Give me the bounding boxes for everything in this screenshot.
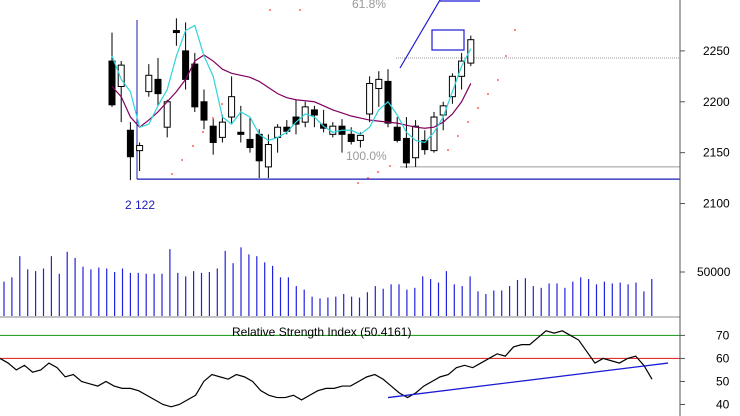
candle-body [172,30,180,34]
candle-body [264,144,272,168]
volume-tick-label: 50000 [697,265,731,279]
candle-body [237,131,245,135]
candle-body [375,78,383,90]
candle-body [421,139,429,151]
candle-body [402,137,410,164]
sar-dot [181,159,183,161]
candle-body [448,75,456,98]
sar-dot [202,131,204,133]
candle-body [218,121,226,138]
candle-body [228,96,236,118]
sar-dot [487,93,489,95]
candle-body [200,101,208,121]
candle-body [209,125,217,143]
pattern-box [431,29,465,51]
candle-body [467,39,475,64]
rsi-tick-label: 60 [716,351,730,365]
rsi-title: Relative Strength Index (50.4161) [232,325,411,339]
price-tick-label: 2150 [703,146,730,160]
trend-channel-line [399,0,441,69]
sar-dot [192,145,194,147]
sar-dot [357,182,359,184]
sar-dot [505,55,507,57]
sar-dot [367,177,369,179]
sar-dot [377,171,379,173]
sar-dot [221,103,223,105]
fib-100-label: 100.0% [346,149,387,163]
support-label: 2 122 [125,198,155,212]
candle-body [108,60,116,106]
candle-body [292,116,300,125]
rsi-tick-label: 50 [716,374,730,388]
candle-body [393,126,401,141]
candle-body [366,82,374,115]
candle-body [136,145,144,152]
candle-body [412,125,420,159]
sar-dot [497,79,499,81]
sar-dot [389,165,391,167]
axes: 2100 2150 2200 2250 50000 40 50 60 70 [679,0,731,416]
candle-body [191,63,199,108]
candle-body [310,109,318,116]
candle-body [430,116,438,152]
sar-dot [477,107,479,109]
sar-dot [299,9,301,11]
rsi-trendline [387,362,669,399]
candle-body [347,133,355,142]
candle-body [126,129,134,158]
candle-body [117,64,125,88]
rsi-tick-label: 70 [716,328,730,342]
price-tick-label: 2200 [703,95,730,109]
volume-panel [3,247,653,316]
rsi-panel [0,316,680,408]
sar-dot [467,121,469,123]
sar-dot [171,173,173,175]
candle-body [163,101,171,128]
fib-61-label: 61.8% [352,0,386,11]
sar-dot [447,149,449,151]
ma-slow-line [111,54,472,129]
sar-dot [269,9,271,11]
candle-body [154,78,162,95]
ma-fast-line [111,24,472,144]
sar-dot [212,117,214,119]
candle-body [246,138,254,149]
price-tick-label: 2100 [703,197,730,211]
candle-body [145,74,153,93]
price-panel [108,0,680,184]
sar-dot [457,135,459,137]
sar-dot [514,29,516,31]
rsi-line [0,330,653,408]
candle-body [255,133,263,162]
candle-body [356,134,364,141]
rsi-tick-label: 40 [716,397,730,411]
candle-body [458,60,466,77]
price-tick-label: 2250 [703,44,730,58]
